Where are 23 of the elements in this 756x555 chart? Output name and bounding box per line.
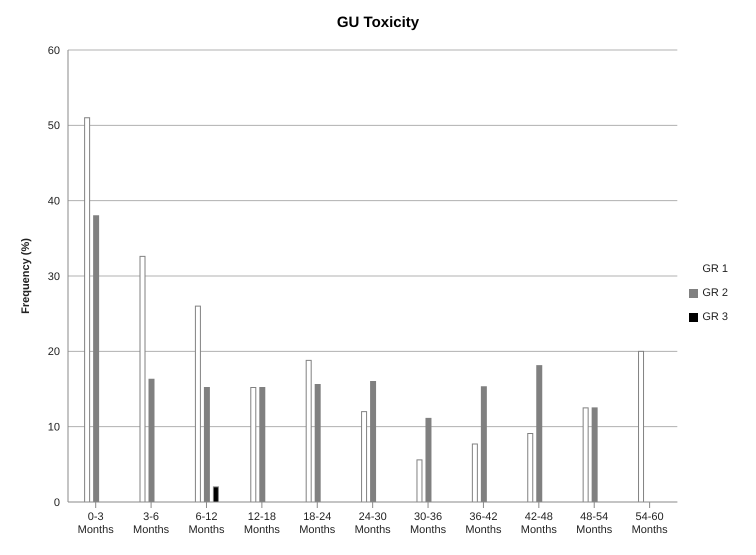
- y-tick-label: 0: [54, 496, 60, 509]
- legend-label: GR 2: [702, 287, 728, 299]
- x-tick-label: 0-3 Months: [78, 511, 114, 536]
- text: GR 1: [702, 263, 728, 275]
- chart-title: GU Toxicity: [336, 13, 420, 33]
- y-tick-label: 50: [48, 120, 60, 132]
- x-tick-label: 30-36 Months: [410, 511, 447, 536]
- y-tick-label: 30: [48, 270, 60, 283]
- x-tick-label: 18-24 Months: [299, 511, 336, 536]
- x-tick-label: 24-30 Months: [354, 511, 392, 536]
- x-tick-label: 36-42 Months: [465, 511, 502, 536]
- x-tick-label: 3-6 Months: [133, 511, 170, 536]
- y-tick-label: 40: [48, 196, 60, 208]
- y-tick-label: 20: [48, 346, 60, 358]
- y-tick-label: 60: [48, 44, 60, 57]
- x-tick-label: 54-60 Months: [632, 511, 668, 536]
- x-tick-label: 42-48 Months: [520, 511, 558, 536]
- x-tick-label: 6-12 Months: [188, 511, 226, 536]
- y-axis-title: Frequency (%): [20, 238, 32, 314]
- x-tick-label: 48-54 Months: [576, 511, 613, 536]
- y-tick-label: 10: [48, 422, 60, 434]
- x-tick-label: 12-18 Months: [244, 511, 280, 536]
- legend-label: GR 3: [702, 311, 728, 323]
